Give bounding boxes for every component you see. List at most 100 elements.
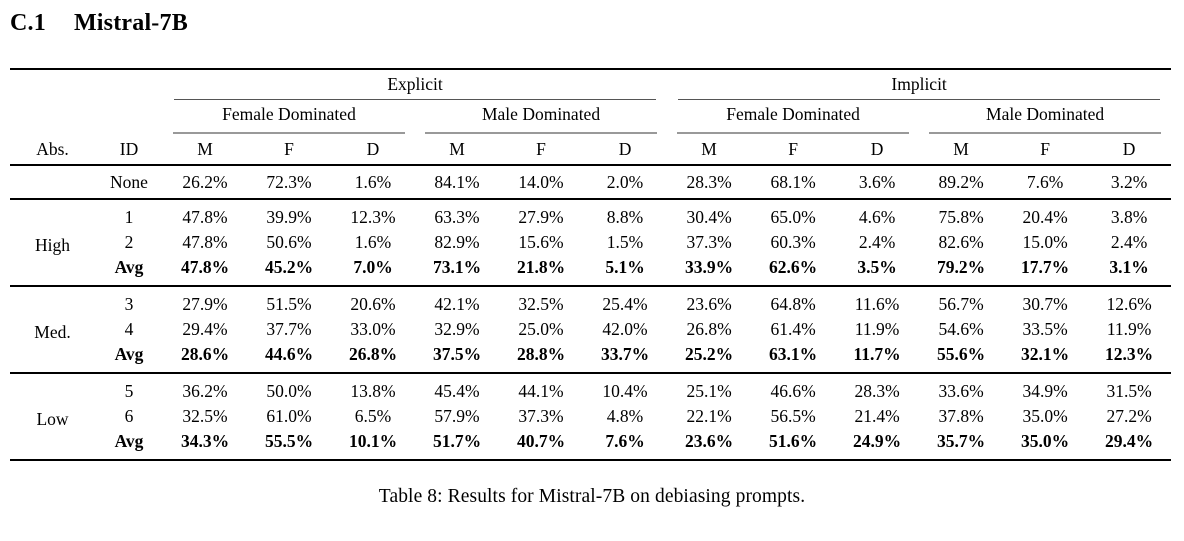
table-cell: 33.7% bbox=[600, 344, 650, 364]
table-cell: 32.1% bbox=[1021, 344, 1070, 364]
id-cell: 5 bbox=[95, 372, 163, 404]
table-cell: 31.5% bbox=[1087, 372, 1172, 404]
table-cell: 30.4% bbox=[667, 198, 752, 230]
table-cell: 34.3% bbox=[180, 431, 230, 451]
table-cell: 57.9% bbox=[434, 406, 480, 426]
table-cell: 64.8% bbox=[751, 285, 836, 317]
section-title: Mistral-7B bbox=[73, 10, 188, 36]
table-row: High 1 47.8% 39.9% 12.3% 63.3% 27.9% 8.8… bbox=[10, 198, 1172, 286]
table-cell: 25.0% bbox=[518, 319, 564, 339]
table-cell: 11.7% bbox=[853, 344, 901, 364]
col-group-male-dominated-explicit: Male Dominated bbox=[415, 100, 667, 134]
header-f: F bbox=[536, 139, 546, 159]
table-cell: 28.3% bbox=[667, 164, 752, 200]
table-cell: 61.4% bbox=[770, 319, 816, 339]
table-cell: 82.9% bbox=[434, 232, 480, 252]
table-cell: 33.9% bbox=[685, 257, 734, 277]
table-cell: 27.9% bbox=[499, 198, 583, 230]
header-d: D bbox=[1122, 139, 1136, 159]
table-cell: 54.6% bbox=[938, 319, 984, 339]
table-cell: 11.9% bbox=[854, 319, 900, 339]
table-cell: 36.2% bbox=[163, 372, 247, 404]
id-cell: Avg bbox=[114, 257, 144, 277]
table-cell: 27.9% bbox=[163, 285, 247, 317]
table-cell: 26.8% bbox=[348, 344, 398, 364]
table-row-avg: Avg 34.3% 55.5% 10.1% 51.7% 40.7% 7.6% 2… bbox=[10, 429, 1171, 460]
table-cell: 26.8% bbox=[686, 319, 732, 339]
table-cell: 37.3% bbox=[686, 232, 732, 252]
table-cell: 4.6% bbox=[835, 198, 920, 230]
table-cell: 2.4% bbox=[858, 232, 896, 252]
table-cell: 28.8% bbox=[516, 344, 566, 364]
table-row-avg: Avg 28.6% 44.6% 26.8% 37.5% 28.8% 33.7% … bbox=[10, 342, 1171, 373]
table-cell: 56.7% bbox=[919, 285, 1004, 317]
table-cell: 7.6% bbox=[1003, 164, 1088, 200]
table-cell: 44.6% bbox=[264, 344, 314, 364]
abs-group-label: High bbox=[10, 198, 95, 286]
table-cell: 3.5% bbox=[857, 257, 897, 277]
table-cell: 55.6% bbox=[937, 344, 986, 364]
table-cell: 35.0% bbox=[1022, 406, 1068, 426]
table-cell: 8.8% bbox=[583, 198, 668, 230]
abs-group-label: Med. bbox=[10, 285, 95, 373]
table-cell: 10.4% bbox=[583, 372, 668, 404]
table-cell: 37.3% bbox=[518, 406, 564, 426]
table-cell: 33.0% bbox=[350, 319, 396, 339]
table-cell: 37.7% bbox=[266, 319, 312, 339]
table-cell: 47.8% bbox=[163, 198, 247, 230]
header-d: D bbox=[870, 139, 884, 159]
table-cell: 7.6% bbox=[605, 431, 645, 451]
header-f: F bbox=[1040, 139, 1050, 159]
table-cell: 75.8% bbox=[919, 198, 1004, 230]
id-cell: Avg bbox=[114, 431, 144, 451]
table-cell: 37.5% bbox=[432, 344, 482, 364]
table-cell: 68.1% bbox=[751, 164, 836, 200]
col-group-explicit: Explicit bbox=[163, 69, 667, 100]
table-cell: 73.1% bbox=[432, 257, 482, 277]
table-cell: 3.6% bbox=[835, 164, 920, 200]
table-row-avg: Avg 47.8% 45.2% 7.0% 73.1% 21.8% 5.1% 33… bbox=[10, 255, 1171, 286]
table-cell: 1.5% bbox=[606, 232, 644, 252]
table-cell: 39.9% bbox=[247, 198, 331, 230]
table-cell: 40.7% bbox=[516, 431, 566, 451]
header-abs: Abs. bbox=[36, 139, 69, 159]
table-cell: 20.4% bbox=[1003, 198, 1088, 230]
table-cell: 2.0% bbox=[583, 164, 668, 200]
table-cell: 32.5% bbox=[499, 285, 583, 317]
table-cell: 51.5% bbox=[247, 285, 331, 317]
table-cell: 50.6% bbox=[266, 232, 312, 252]
table-cell: 28.6% bbox=[180, 344, 230, 364]
header-m: M bbox=[197, 139, 213, 159]
table-cell: 32.9% bbox=[434, 319, 480, 339]
table-cell: 3.8% bbox=[1087, 198, 1172, 230]
id-cell: 4 bbox=[124, 319, 134, 339]
table-cell: 33.6% bbox=[919, 372, 1004, 404]
table-row-baseline: None 26.2% 72.3% 1.6% 84.1% 14.0% 2.0% 2… bbox=[10, 164, 1172, 200]
col-group-implicit: Implicit bbox=[667, 69, 1171, 100]
table-cell: 63.1% bbox=[769, 344, 818, 364]
table-cell: 84.1% bbox=[415, 164, 499, 200]
id-cell: 1 bbox=[95, 198, 163, 230]
table-cell: 26.2% bbox=[163, 164, 247, 200]
table-cell: 62.6% bbox=[769, 257, 818, 277]
table-caption: Table 8: Results for Mistral-7B on debia… bbox=[378, 486, 806, 507]
table-cell: 44.1% bbox=[499, 372, 583, 404]
table-cell: 25.4% bbox=[583, 285, 668, 317]
table-cell: 55.5% bbox=[264, 431, 314, 451]
id-cell: 2 bbox=[124, 232, 134, 252]
header-f: F bbox=[788, 139, 798, 159]
table-cell: 12.3% bbox=[1105, 344, 1154, 364]
table-cell: 4.8% bbox=[606, 406, 644, 426]
table-cell: 61.0% bbox=[266, 406, 312, 426]
table-cell: 45.2% bbox=[264, 257, 314, 277]
table-cell: 46.6% bbox=[751, 372, 836, 404]
table-cell: 50.0% bbox=[247, 372, 331, 404]
table-cell: 2.4% bbox=[1110, 232, 1148, 252]
col-group-female-dominated-explicit: Female Dominated bbox=[163, 100, 415, 134]
table-cell: 10.1% bbox=[348, 431, 398, 451]
table-row: Med. 3 27.9% 51.5% 20.6% 42.1% 32.5% 25.… bbox=[10, 285, 1172, 373]
table-cell: 25.1% bbox=[667, 372, 752, 404]
table-cell: 11.9% bbox=[1106, 319, 1152, 339]
table-cell: 6.5% bbox=[354, 406, 392, 426]
table-cell: 33.5% bbox=[1022, 319, 1068, 339]
